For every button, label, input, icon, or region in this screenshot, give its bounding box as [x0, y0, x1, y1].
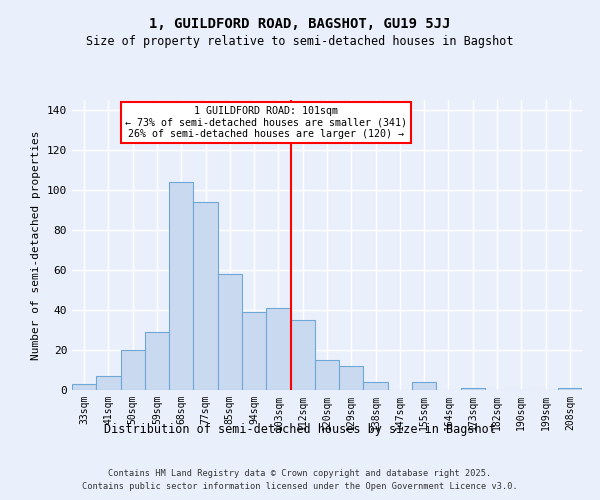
Bar	[266, 308, 290, 390]
Bar	[169, 182, 193, 390]
Text: Size of property relative to semi-detached houses in Bagshot: Size of property relative to semi-detach…	[86, 35, 514, 48]
Text: Contains HM Land Registry data © Crown copyright and database right 2025.: Contains HM Land Registry data © Crown c…	[109, 468, 491, 477]
Bar	[339, 366, 364, 390]
Bar	[290, 320, 315, 390]
Text: Distribution of semi-detached houses by size in Bagshot: Distribution of semi-detached houses by …	[104, 422, 496, 436]
Bar	[364, 382, 388, 390]
Bar	[242, 312, 266, 390]
Bar	[121, 350, 145, 390]
Bar	[193, 202, 218, 390]
Text: Contains public sector information licensed under the Open Government Licence v3: Contains public sector information licen…	[82, 482, 518, 491]
Bar	[218, 274, 242, 390]
Bar	[96, 376, 121, 390]
Bar	[315, 360, 339, 390]
Bar	[461, 388, 485, 390]
Bar	[145, 332, 169, 390]
Bar	[72, 384, 96, 390]
Text: 1, GUILDFORD ROAD, BAGSHOT, GU19 5JJ: 1, GUILDFORD ROAD, BAGSHOT, GU19 5JJ	[149, 18, 451, 32]
Text: 1 GUILDFORD ROAD: 101sqm
← 73% of semi-detached houses are smaller (341)
26% of : 1 GUILDFORD ROAD: 101sqm ← 73% of semi-d…	[125, 106, 407, 139]
Y-axis label: Number of semi-detached properties: Number of semi-detached properties	[31, 130, 41, 360]
Bar	[558, 388, 582, 390]
Bar	[412, 382, 436, 390]
